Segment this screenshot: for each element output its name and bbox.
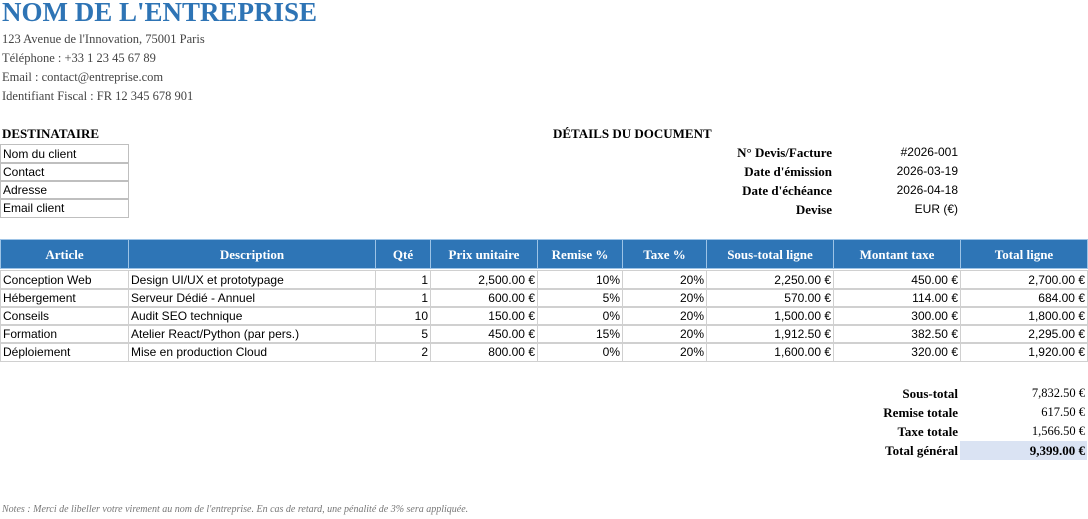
company-info: Identifiant Fiscal : FR 12 345 678 901 — [2, 89, 194, 103]
company-info: 123 Avenue de l'Innovation, 75001 Paris — [2, 32, 205, 46]
table-cell: 2,295.00 € — [960, 324, 1088, 344]
recipient-field: Contact — [0, 162, 129, 182]
table-cell: 450.00 € — [833, 270, 961, 290]
total-value: 7,832.50 € — [1031, 386, 1085, 400]
table-cell: Mise en production Cloud — [128, 342, 376, 362]
table-cell: 114.00 € — [833, 288, 961, 308]
total-label: Taxe totale — [897, 424, 958, 439]
total-label: Sous-total — [902, 386, 958, 401]
detail-label: Date d'émission — [744, 164, 832, 179]
table-cell: Hébergement — [0, 288, 129, 308]
table-cell: Serveur Dédié - Annuel — [128, 288, 376, 308]
total-value: 1,566.50 € — [1031, 424, 1085, 438]
recipient-title: DESTINATAIRE — [2, 126, 100, 141]
table-cell: 2,700.00 € — [960, 270, 1088, 290]
table-cell: 600.00 € — [430, 288, 538, 308]
table-cell: 300.00 € — [833, 306, 961, 326]
detail-label: N° Devis/Facture — [737, 145, 832, 160]
table-cell: 20% — [622, 324, 707, 344]
recipient-field: Nom du client — [0, 144, 129, 164]
total-label: Total général — [885, 443, 958, 458]
total-label: Remise totale — [883, 405, 958, 420]
table-cell: 20% — [622, 306, 707, 326]
table-cell: Conseils — [0, 306, 129, 326]
detail-value: #2026-001 — [900, 145, 958, 159]
table-cell: 450.00 € — [430, 324, 538, 344]
column-header: Article — [0, 239, 129, 269]
table-cell: 10 — [375, 306, 431, 326]
table-cell: 150.00 € — [430, 306, 538, 326]
table-cell: 20% — [622, 288, 707, 308]
column-header: Sous-total ligne — [706, 239, 834, 269]
table-cell: 800.00 € — [430, 342, 538, 362]
table-cell: 1,500.00 € — [706, 306, 834, 326]
detail-label: Devise — [795, 202, 832, 217]
table-cell: 5% — [537, 288, 623, 308]
table-cell: 2,500.00 € — [430, 270, 538, 290]
column-header: Montant taxe — [833, 239, 961, 269]
table-cell: 320.00 € — [833, 342, 961, 362]
table-cell: 570.00 € — [706, 288, 834, 308]
detail-label: Date d'échéance — [742, 183, 832, 198]
detail-value: 2026-03-19 — [896, 164, 958, 178]
table-cell: 1,912.50 € — [706, 324, 834, 344]
table-cell: 684.00 € — [960, 288, 1088, 308]
table-cell: Design UI/UX et prototypage — [128, 270, 376, 290]
table-cell: Audit SEO technique — [128, 306, 376, 326]
table-cell: Atelier React/Python (par pers.) — [128, 324, 376, 344]
table-cell: 20% — [622, 270, 707, 290]
column-header: Prix unitaire — [430, 239, 538, 269]
table-cell: 15% — [537, 324, 623, 344]
detail-value: EUR (€) — [914, 202, 958, 216]
total-value: 9,399.00 € — [960, 441, 1087, 460]
table-cell: Déploiement — [0, 342, 129, 362]
company-name: NOM DE L'ENTREPRISE — [2, 0, 318, 27]
table-cell: 5 — [375, 324, 431, 344]
table-cell: 10% — [537, 270, 623, 290]
recipient-field: Adresse — [0, 180, 129, 200]
details-title: DÉTAILS DU DOCUMENT — [553, 126, 712, 141]
column-header: Taxe % — [622, 239, 707, 269]
table-cell: 382.50 € — [833, 324, 961, 344]
table-cell: 0% — [537, 306, 623, 326]
notes: Notes : Merci de libeller votre virement… — [2, 504, 469, 515]
table-cell: 1,800.00 € — [960, 306, 1088, 326]
company-info: Email : contact@entreprise.com — [2, 70, 164, 84]
column-header: Remise % — [537, 239, 623, 269]
recipient-field: Email client — [0, 198, 129, 218]
table-cell: 2,250.00 € — [706, 270, 834, 290]
table-cell: 20% — [622, 342, 707, 362]
column-header: Total ligne — [960, 239, 1088, 269]
table-cell: 1 — [375, 288, 431, 308]
column-header: Description — [128, 239, 376, 269]
detail-value: 2026-04-18 — [896, 183, 958, 197]
table-cell: Formation — [0, 324, 129, 344]
column-header: Qté — [375, 239, 431, 269]
table-cell: Conception Web — [0, 270, 129, 290]
table-cell: 0% — [537, 342, 623, 362]
table-cell: 1 — [375, 270, 431, 290]
table-cell: 2 — [375, 342, 431, 362]
table-cell: 1,920.00 € — [960, 342, 1088, 362]
company-info: Téléphone : +33 1 23 45 67 89 — [2, 51, 156, 65]
total-value: 617.50 € — [1041, 405, 1085, 419]
table-cell: 1,600.00 € — [706, 342, 834, 362]
